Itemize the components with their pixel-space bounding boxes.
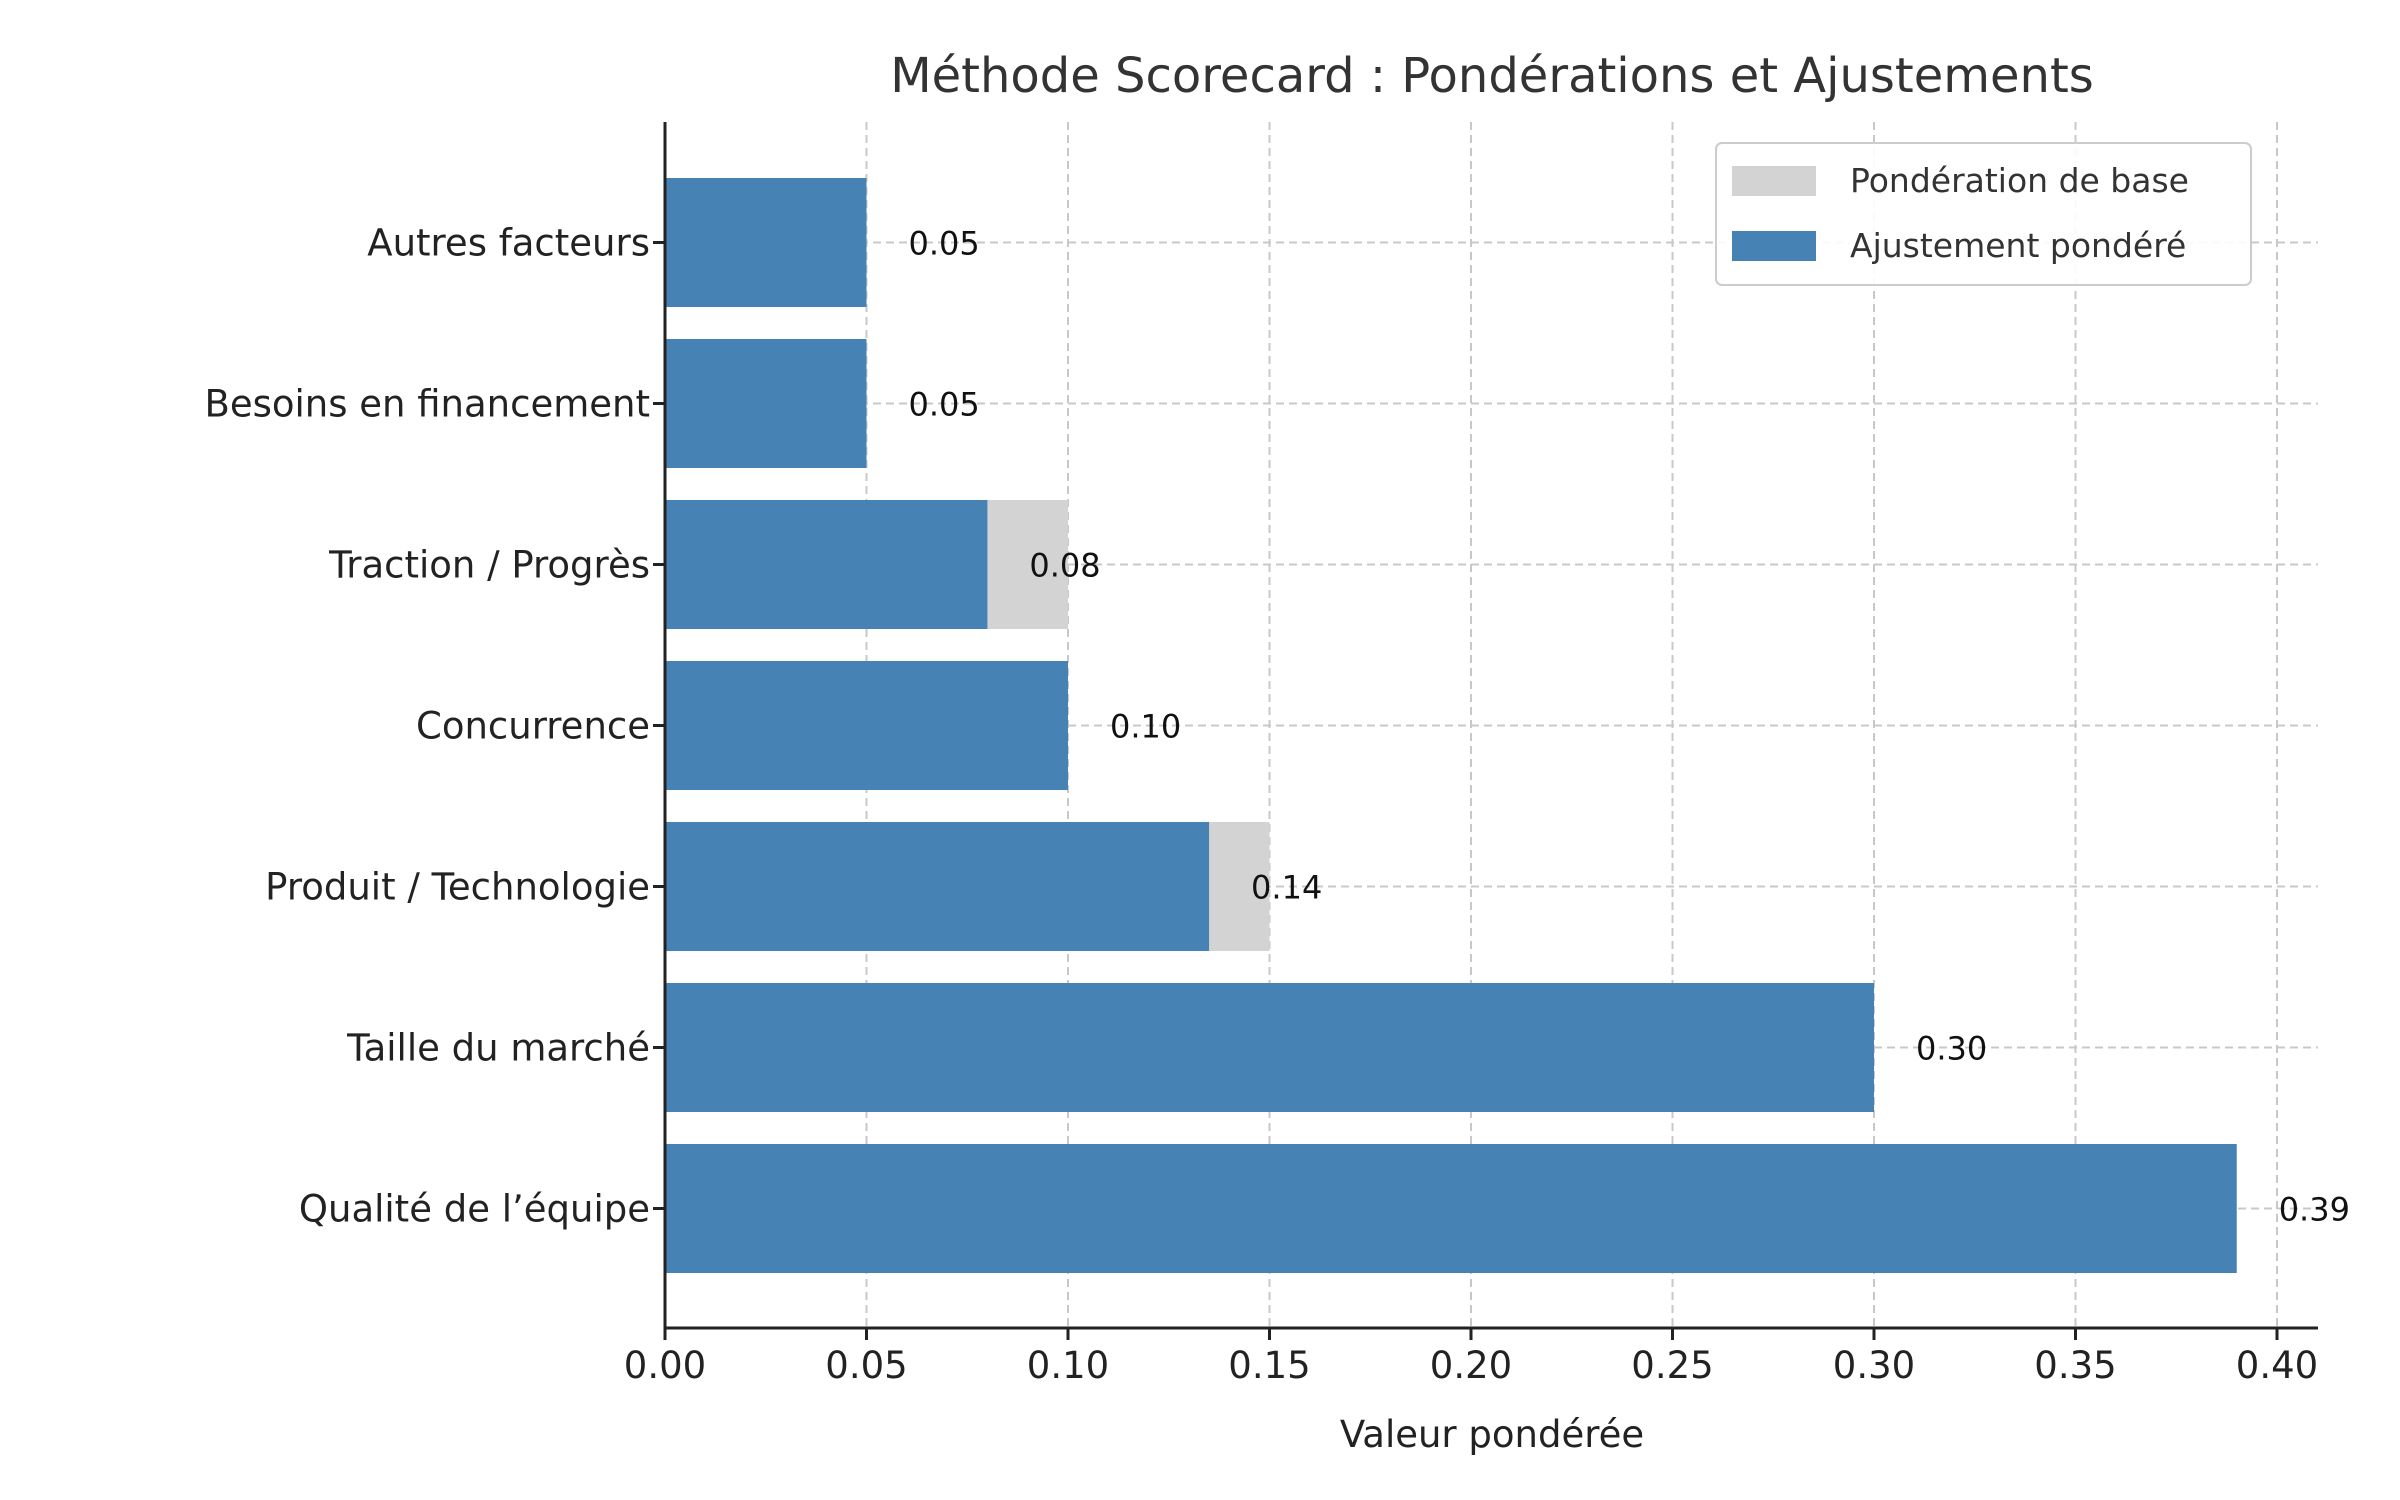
data-label: 0.39 (2279, 1191, 2350, 1229)
legend-swatch-adjusted (1732, 231, 1816, 261)
data-label: 0.14 (1251, 869, 1322, 907)
legend: Pondération de base Ajustement pondéré (1715, 142, 2252, 286)
bar-adjusted (665, 178, 867, 307)
category-label: Concurrence (416, 705, 650, 748)
legend-box (1715, 142, 2252, 286)
category-label: Produit / Technologie (265, 866, 650, 909)
bar-adjusted (665, 661, 1068, 790)
legend-swatch-base (1732, 166, 1816, 196)
category-label: Qualité de l’équipe (299, 1188, 650, 1231)
data-label: 0.30 (1916, 1030, 1987, 1068)
category-label: Traction / Progrès (328, 544, 650, 587)
x-tick-label: 0.15 (1228, 1344, 1310, 1387)
bars (665, 178, 2237, 1273)
x-axis-title: Valeur pondérée (1340, 1413, 1644, 1456)
bar-adjusted (665, 822, 1210, 951)
x-tick-label: 0.30 (1833, 1344, 1915, 1387)
x-tick-label: 0.05 (825, 1344, 907, 1387)
tick-labels: 0.00 0.05 0.10 0.15 0.20 0.25 0.30 0.35 0.40 Autr… (204, 222, 2318, 1388)
data-label: 0.05 (909, 386, 980, 424)
data-label: 0.05 (909, 225, 980, 263)
bar-adjusted (665, 500, 988, 629)
data-label: 0.10 (1110, 708, 1181, 746)
x-tick-label: 0.10 (1027, 1344, 1109, 1387)
category-label: Besoins en financement (204, 383, 650, 426)
axes (653, 122, 2318, 1340)
bar-adjusted (665, 1144, 2237, 1273)
legend-label-adjusted: Ajustement pondéré (1850, 226, 2186, 265)
bar-adjusted (665, 983, 1874, 1112)
legend-label-base: Pondération de base (1850, 161, 2189, 200)
data-label: 0.08 (1029, 547, 1100, 585)
x-tick-label: 0.35 (2034, 1344, 2116, 1387)
x-tick-label: 0.25 (1631, 1344, 1713, 1387)
x-tick-label: 0.00 (624, 1344, 706, 1387)
x-tick-label: 0.20 (1430, 1344, 1512, 1387)
x-tick-label: 0.40 (2236, 1344, 2318, 1387)
bar-adjusted (665, 339, 867, 468)
category-label: Autres facteurs (367, 222, 650, 265)
data-labels: 0.05 0.05 0.08 0.10 0.14 0.30 0.39 (909, 225, 2350, 1229)
chart-title: Méthode Scorecard : Pondérations et Ajus… (890, 48, 2094, 104)
category-label: Taille du marché (346, 1027, 650, 1070)
